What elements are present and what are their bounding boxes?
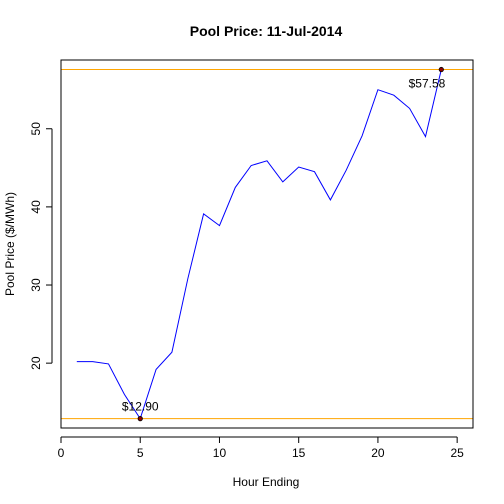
annotation-label-1: $12.90: [122, 400, 159, 414]
x-tick-label-4: 20: [371, 446, 385, 460]
chart-title: Pool Price: 11-Jul-2014: [190, 23, 343, 39]
x-tick-label-3: 15: [292, 446, 306, 460]
y-tick-label-0: 20: [29, 356, 43, 370]
y-axis-title: Pool Price ($/MWh): [3, 192, 17, 296]
x-axis: 0 5 10 15 20 25: [58, 436, 464, 460]
y-tick-label-2: 40: [29, 200, 43, 214]
x-tick-label-1: 5: [137, 446, 144, 460]
x-tick-label-5: 25: [450, 446, 464, 460]
y-axis: 20 30 40 50: [29, 122, 53, 370]
series-line-0: [76, 69, 442, 420]
x-tick-label-2: 10: [213, 446, 227, 460]
y-tick-label-3: 50: [29, 122, 43, 136]
x-axis-title: Hour Ending: [233, 475, 300, 489]
x-tick-label-0: 0: [58, 446, 65, 460]
annotated-point-1: [137, 416, 143, 422]
annotated-point-0: [438, 66, 444, 73]
plot-area: $57.58 $12.90: [61, 66, 473, 422]
annotation-label-0: $57.58: [409, 77, 446, 91]
plot-frame: [60, 59, 474, 429]
y-tick-label-1: 30: [29, 278, 43, 292]
